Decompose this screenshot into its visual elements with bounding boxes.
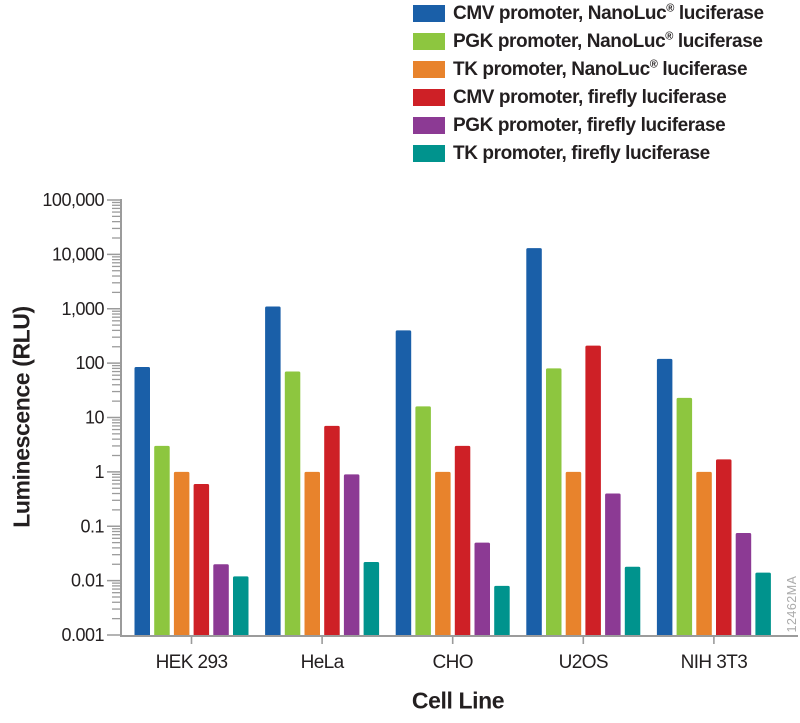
x-category-label: CHO	[432, 652, 472, 673]
x-category-label: NIH 3T3	[681, 652, 748, 673]
legend-swatch	[413, 61, 445, 78]
y-tick-label: 10	[85, 408, 105, 428]
legend-swatch	[413, 117, 445, 134]
watermark-text: 12462MA	[785, 575, 799, 633]
x-category-label: HeLa	[301, 652, 345, 673]
bar	[696, 471, 712, 637]
y-tick-label: 1,000	[61, 299, 104, 319]
legend-label: PGK promoter, firefly luciferase	[453, 115, 726, 136]
x-category-label: U2OS	[559, 652, 608, 673]
bar	[494, 585, 510, 637]
legend-item: PGK promoter, NanoLuc® luciferase	[413, 30, 764, 52]
bar	[134, 366, 150, 637]
legend-item: CMV promoter, NanoLuc® luciferase	[413, 2, 764, 24]
y-tick-label: 0.01	[71, 571, 105, 591]
bar	[395, 330, 412, 637]
y-tick-label: 100	[75, 353, 104, 373]
bar	[526, 248, 542, 638]
bar	[755, 572, 771, 637]
bar	[415, 406, 431, 637]
bar	[343, 474, 360, 637]
bar	[454, 445, 471, 637]
legend-item: CMV promoter, firefly luciferase	[413, 87, 764, 108]
bar	[605, 493, 621, 637]
legend-item: TK promoter, NanoLuc® luciferase	[413, 58, 764, 80]
legend-swatch	[413, 33, 445, 50]
y-tick-label: 1	[94, 462, 104, 482]
bar	[363, 562, 380, 637]
bar	[193, 483, 210, 637]
bar	[585, 345, 601, 637]
bar	[304, 471, 320, 637]
bar	[284, 371, 301, 637]
bar	[716, 459, 732, 637]
bar	[656, 358, 673, 637]
x-axis-title: Cell Line	[411, 687, 505, 714]
legend-label: TK promoter, firefly luciferase	[453, 143, 710, 164]
y-tick-label: 0.001	[61, 625, 104, 645]
legend-item: PGK promoter, firefly luciferase	[413, 115, 764, 136]
chart-legend: CMV promoter, NanoLuc® luciferase PGK pro…	[413, 2, 764, 164]
legend-label: CMV promoter, NanoLuc® luciferase	[453, 2, 764, 24]
legend-label: CMV promoter, firefly luciferase	[453, 87, 727, 108]
y-tick-label: 100,000	[42, 190, 104, 210]
bar	[213, 564, 229, 637]
bar	[265, 306, 281, 637]
legend-label: TK promoter, NanoLuc® luciferase	[453, 58, 748, 80]
bar	[154, 445, 170, 637]
legend-swatch	[413, 5, 445, 22]
legend-swatch	[413, 89, 445, 106]
y-tick-label: 10,000	[52, 244, 105, 264]
y-axis-title: Luminescence (RLU)	[8, 306, 35, 528]
bar	[546, 368, 562, 637]
bar	[474, 542, 490, 637]
bar	[435, 471, 451, 637]
bar	[233, 576, 249, 637]
bar	[735, 533, 752, 637]
bar	[173, 471, 190, 637]
y-tick-label: 0.1	[80, 516, 104, 536]
x-category-label: HEK 293	[156, 652, 228, 673]
legend-swatch	[413, 145, 445, 162]
bar	[324, 425, 340, 637]
bar	[565, 471, 582, 637]
bar	[624, 566, 641, 637]
legend-label: PGK promoter, NanoLuc® luciferase	[453, 30, 763, 52]
bar	[676, 397, 693, 637]
legend-item: TK promoter, firefly luciferase	[413, 143, 764, 164]
